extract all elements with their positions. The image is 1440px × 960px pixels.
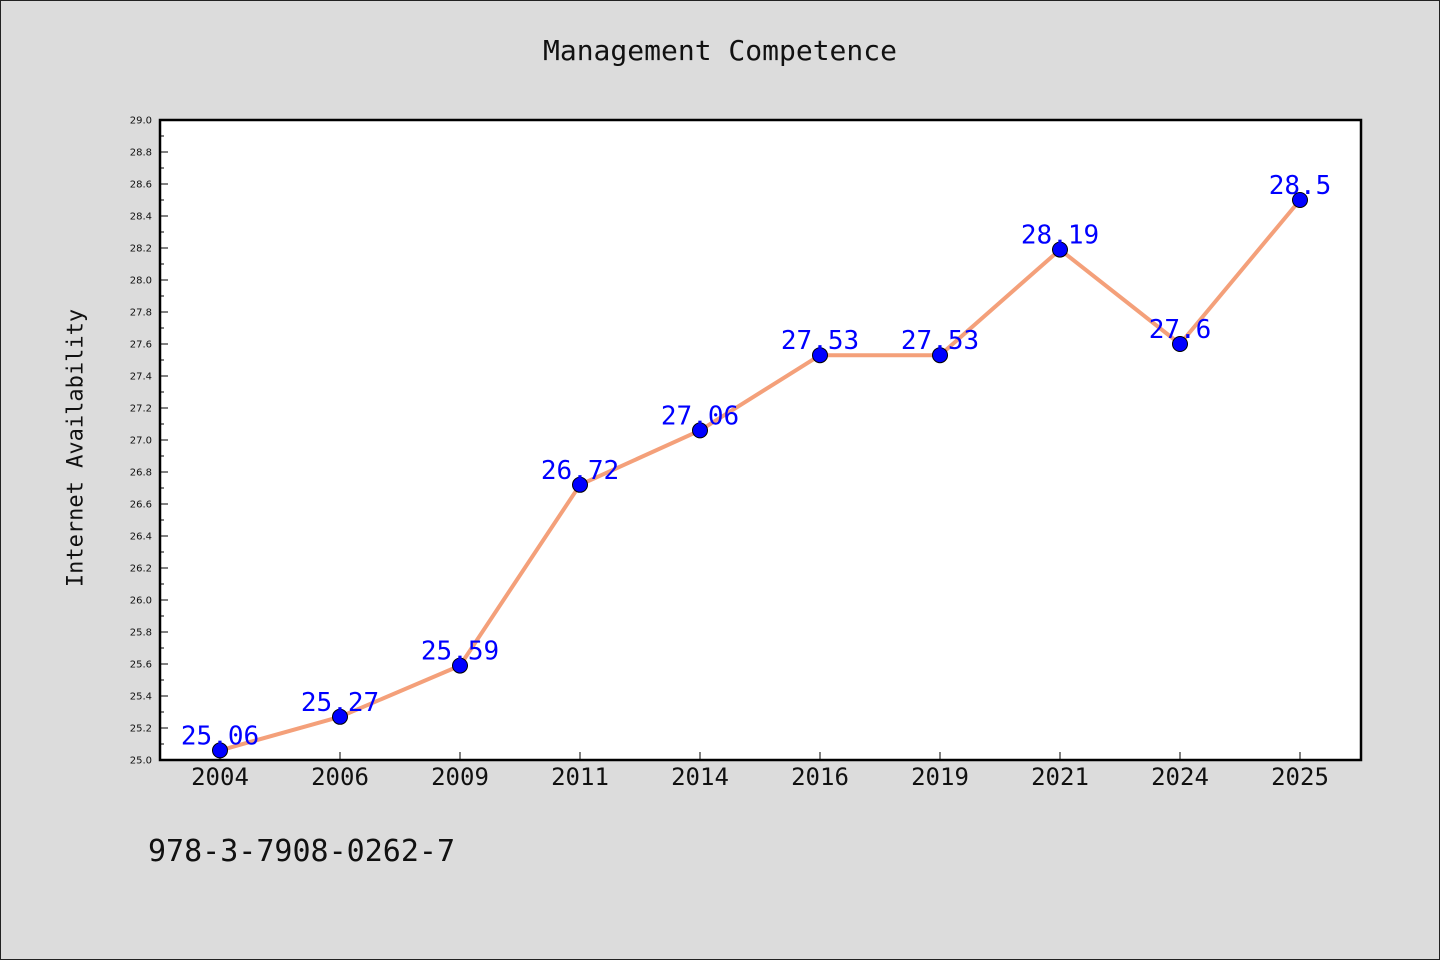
- data-point: [572, 476, 588, 493]
- data-label: 25.59: [421, 637, 499, 667]
- series-group: 25.06 25.27 25.59 26.72 27.06 27.53 27.53 28.19…: [181, 171, 1332, 759]
- y-tick-label: 28.6: [130, 180, 152, 191]
- data-point: [452, 657, 468, 674]
- y-tick-label: 26.4: [130, 532, 152, 543]
- y-tick-label: 27.2: [130, 404, 152, 415]
- y-tick-label: 26.8: [130, 468, 152, 479]
- y-tick-label: 28.2: [130, 244, 152, 255]
- data-point: [1052, 241, 1068, 258]
- data-point: [212, 742, 228, 759]
- y-tick-label: 25.2: [130, 724, 152, 735]
- y-tick-label: 29.0: [130, 116, 152, 127]
- y-tick-label: 26.6: [130, 500, 152, 511]
- data-point: [332, 708, 348, 725]
- data-label: 25.27: [301, 688, 379, 718]
- x-tick-label: 2004: [191, 763, 249, 791]
- y-tick-label: 26.0: [130, 596, 152, 607]
- data-label: 27.53: [781, 326, 859, 356]
- y-tick-label: 27.8: [130, 308, 152, 319]
- y-tick-label: 25.4: [130, 692, 152, 703]
- data-label: 27.53: [901, 326, 979, 356]
- data-label: 25.06: [181, 721, 259, 751]
- plot-area: [158, 118, 1363, 762]
- x-tick-label: 2011: [551, 763, 609, 791]
- y-tick-label: 27.4: [130, 372, 152, 383]
- x-tick-label: 2024: [1151, 763, 1209, 791]
- y-tick-label: 28.8: [130, 148, 152, 159]
- x-axis: 2004 2006 2009 2011 2014 2016 2019 2021 2024 2025: [191, 752, 1329, 791]
- y-tick-label: 28.0: [130, 276, 152, 287]
- data-point: [692, 422, 708, 439]
- y-tick-label: 27.0: [130, 436, 152, 447]
- x-tick-label: 2019: [911, 763, 969, 791]
- x-tick-label: 2016: [791, 763, 849, 791]
- data-label: 27.06: [661, 401, 739, 431]
- data-label: 26.72: [541, 456, 619, 486]
- y-tick-label: 25.8: [130, 628, 152, 639]
- y-tick-label: 25.6: [130, 660, 152, 671]
- data-label: 27.6: [1149, 315, 1212, 345]
- y-tick-label: 28.4: [130, 212, 152, 223]
- x-tick-label: 2014: [671, 763, 729, 791]
- x-tick-label: 2021: [1031, 763, 1089, 791]
- y-tick-label: 26.2: [130, 564, 152, 575]
- x-tick-label: 2006: [311, 763, 369, 791]
- y-tick-label: 25.0: [130, 756, 152, 767]
- data-label: 28.19: [1021, 221, 1099, 251]
- x-tick-label: 2009: [431, 763, 489, 791]
- x-tick-label: 2025: [1271, 763, 1329, 791]
- series-line: [218, 198, 1302, 753]
- chart-title: Management Competence: [542, 34, 897, 67]
- y-tick-label: 27.6: [130, 340, 152, 351]
- data-point: [932, 347, 948, 364]
- data-point: [812, 347, 828, 364]
- data-label: 28.5: [1269, 171, 1332, 201]
- y-axis: 25.0 25.2 25.4 25.6 25.8 26.0 26.2 26.4 26.6 26.8…: [130, 116, 168, 767]
- data-point: [1292, 192, 1308, 208]
- isbn-footnote: 978-3-7908-0262-7: [148, 834, 456, 869]
- data-point: [1172, 336, 1188, 352]
